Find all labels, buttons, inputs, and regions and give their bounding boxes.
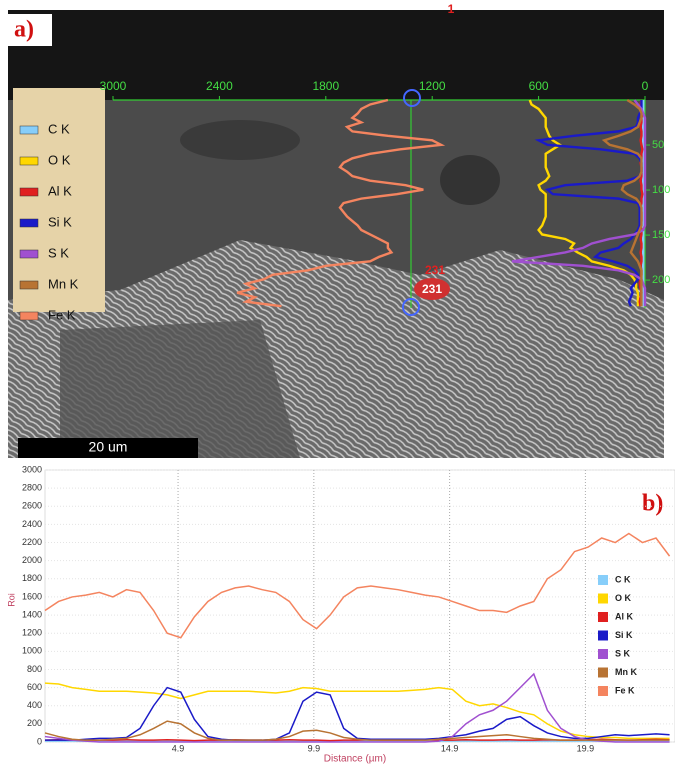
legend-swatch: [19, 218, 39, 228]
legend-label: O K: [615, 593, 632, 603]
x-tick-label: 19.9: [577, 743, 595, 753]
x-tick-label: 9.9: [308, 743, 321, 753]
series-line: [44, 672, 670, 743]
sem-dark-band: [8, 10, 664, 100]
sem-pore: [180, 120, 300, 160]
series-line: [45, 686, 670, 741]
plot-area: [44, 469, 675, 743]
y-tick-label: 200: [27, 718, 42, 728]
legend-swatch: [598, 630, 608, 641]
legend-swatch: [19, 125, 39, 135]
legend-swatch: [598, 575, 608, 585]
y-tick-label: 2200: [22, 537, 42, 547]
y-tick-label: 100: [652, 184, 670, 196]
scan-start: [403, 89, 421, 107]
legend-swatch: [19, 249, 39, 259]
profile-line: [534, 100, 643, 307]
scan-end: [402, 298, 420, 316]
y-tick-label: 1400: [22, 609, 42, 619]
legend-label: C K: [615, 574, 631, 584]
series-line: [44, 720, 670, 741]
x-tick-label: 0: [642, 79, 649, 93]
profile-line: [601, 98, 643, 307]
legend-label: O K: [48, 152, 71, 167]
legend-swatch: [598, 649, 608, 659]
y-tick-label: 600: [27, 682, 42, 692]
panel-label: b): [642, 491, 663, 517]
legend-swatch: [19, 156, 39, 166]
scale-bar: [18, 438, 198, 458]
y-tick-label: 800: [27, 664, 42, 674]
annotation: 1: [448, 2, 455, 16]
y-tick-label: 1000: [22, 646, 42, 656]
legend-label: Fe K: [48, 307, 76, 322]
legend-label: Mn K: [615, 667, 637, 677]
legend-label: Al K: [615, 611, 634, 621]
legend-swatch: [19, 311, 39, 321]
legend-label: S K: [615, 648, 631, 658]
annotation: 231: [422, 282, 442, 296]
x-tick-label: 3000: [100, 79, 127, 93]
legend-label: S K: [48, 245, 69, 260]
x-tick-label: 2400: [206, 79, 233, 93]
profile-line: [236, 98, 446, 308]
y-axis-label: Roi: [6, 593, 16, 607]
y-tick-label: 2600: [22, 501, 42, 511]
legend-swatch: [598, 667, 608, 678]
profile-line: [511, 99, 647, 307]
y-tick-label: 2400: [22, 519, 42, 529]
scale-bar-base: [18, 458, 198, 472]
legend-label: Mn K: [48, 276, 79, 291]
y-tick-label: 1200: [22, 628, 42, 638]
legend-swatch: [598, 593, 608, 604]
legend-label: Si K: [615, 630, 633, 640]
legend-label: Fe K: [615, 685, 635, 695]
y-tick-label: 400: [27, 700, 42, 710]
sem-pore: [440, 155, 500, 205]
legend-swatch: [19, 280, 39, 290]
sem-grain: [60, 320, 300, 458]
x-tick-label: 1200: [419, 79, 446, 93]
legend-swatch: [598, 612, 608, 622]
annotation-badge: [414, 278, 450, 300]
series-line: [44, 532, 671, 639]
y-tick-label: 3000: [22, 464, 42, 474]
x-tick-label: 1800: [312, 79, 339, 93]
legend-swatch: [19, 187, 39, 197]
y-tick-label: 0: [37, 736, 42, 746]
y-tick-label: 1600: [22, 591, 42, 601]
scale-bar-label: 20 um: [89, 439, 128, 455]
y-tick-label: 2000: [22, 555, 42, 565]
legend-box: [13, 88, 105, 312]
series-line: [44, 682, 670, 740]
x-tick-label: 600: [529, 79, 549, 93]
y-tick-label: 2800: [22, 483, 42, 493]
panel-label: a): [14, 17, 34, 43]
x-axis-label: Distance (µm): [324, 754, 386, 765]
label-box: [8, 14, 52, 46]
legend-label: C K: [48, 121, 70, 136]
y-tick-label: 150: [652, 229, 670, 241]
legend-label: Al K: [48, 183, 72, 198]
legend-swatch: [598, 686, 608, 696]
x-tick-label: 4.9: [172, 743, 185, 753]
y-tick-label: 200: [652, 274, 670, 286]
y-tick-label: 50: [652, 139, 664, 151]
annotation: 231: [425, 263, 445, 277]
legend-label: Si K: [48, 214, 72, 229]
y-tick-label: 1800: [22, 573, 42, 583]
x-tick-label: 14.9: [441, 743, 459, 753]
